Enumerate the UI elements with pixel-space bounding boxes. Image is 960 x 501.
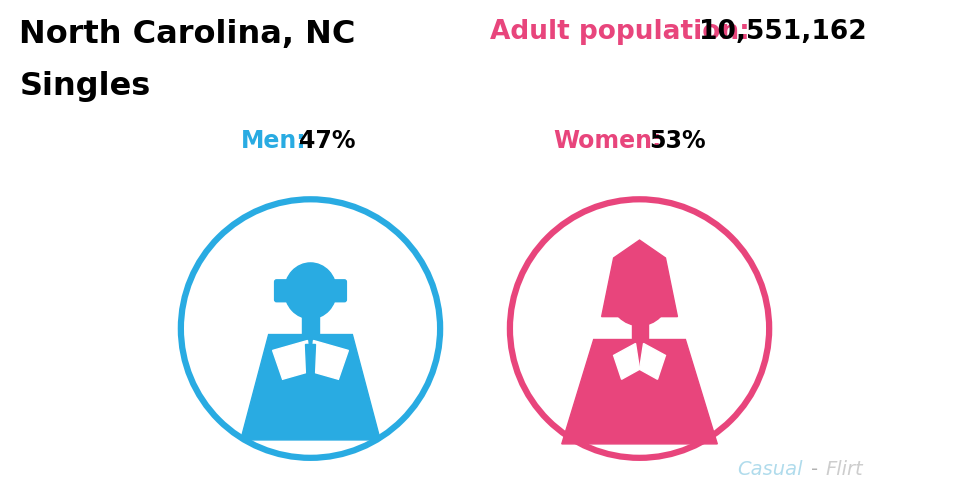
Polygon shape: [602, 240, 678, 317]
Ellipse shape: [284, 264, 336, 319]
Polygon shape: [273, 341, 310, 380]
Text: Women:: Women:: [554, 128, 662, 152]
FancyBboxPatch shape: [301, 315, 320, 337]
Ellipse shape: [611, 269, 668, 326]
Text: Singles: Singles: [19, 71, 151, 102]
FancyBboxPatch shape: [275, 280, 289, 302]
Polygon shape: [305, 345, 316, 401]
Text: -: -: [811, 459, 818, 478]
Polygon shape: [241, 335, 380, 440]
Text: Flirt: Flirt: [825, 459, 863, 478]
Text: 10,551,162: 10,551,162: [700, 19, 867, 45]
FancyBboxPatch shape: [632, 320, 647, 344]
Polygon shape: [639, 344, 665, 380]
Text: Men:: Men:: [241, 128, 306, 152]
Polygon shape: [310, 341, 348, 380]
Text: 47%: 47%: [299, 128, 355, 152]
Polygon shape: [562, 340, 717, 444]
Text: North Carolina, NC: North Carolina, NC: [19, 19, 356, 50]
Text: 53%: 53%: [650, 128, 707, 152]
Text: Casual: Casual: [737, 459, 803, 478]
Text: Adult population:: Adult population:: [490, 19, 750, 45]
Polygon shape: [613, 344, 639, 380]
FancyBboxPatch shape: [332, 280, 347, 302]
